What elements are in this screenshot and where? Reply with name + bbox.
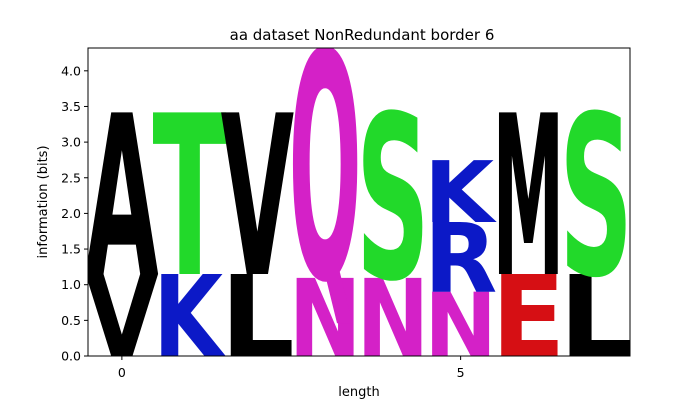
logo-letter-s: S: [559, 69, 633, 327]
y-tick-label: 1.5: [61, 242, 81, 257]
logo-letter-n: N: [289, 257, 362, 382]
x-tick-label: 5: [457, 365, 465, 380]
x-axis-label: length: [338, 385, 379, 400]
chart-title: aa dataset NonRedundant border 6: [230, 26, 495, 44]
x-tick-label: 0: [118, 365, 126, 380]
logo-letter-v: V: [85, 252, 158, 383]
y-tick-label: 4.0: [61, 63, 81, 78]
logo-letter-n: N: [424, 275, 497, 377]
y-tick-label: 1.0: [61, 277, 81, 292]
logo-letter-l: L: [220, 252, 295, 383]
y-tick-label: 2.0: [61, 206, 81, 221]
logo-letter-k: K: [153, 252, 227, 383]
logo-letter-s: S: [356, 69, 430, 332]
logo-letter-m: M: [492, 68, 564, 326]
y-tick-label: 2.5: [61, 170, 81, 185]
logo-letter-e: E: [491, 252, 565, 383]
logo-letter-l: L: [559, 252, 634, 383]
logo-letter-v: V: [221, 70, 294, 327]
logo-letter-q: Q: [289, 0, 362, 353]
logo-letter-t: T: [152, 70, 226, 328]
logo-letter-a: A: [85, 70, 158, 327]
y-axis-label: information (bits): [36, 145, 51, 258]
y-tick-label: 0.0: [61, 349, 81, 364]
logo-letter-r: R: [424, 203, 497, 315]
plot-frame: [87, 47, 631, 357]
y-tick-label: 0.5: [61, 313, 81, 328]
y-tick-label: 3.0: [61, 135, 81, 150]
logo-letter-k: K: [424, 143, 497, 242]
y-tick-label: 3.5: [61, 99, 81, 114]
y-axis: 0.0 0.5 1.0 1.5 2.0 2.5 3.0 3.5 4.0: [61, 63, 88, 364]
logo-letter-n: N: [356, 257, 429, 382]
